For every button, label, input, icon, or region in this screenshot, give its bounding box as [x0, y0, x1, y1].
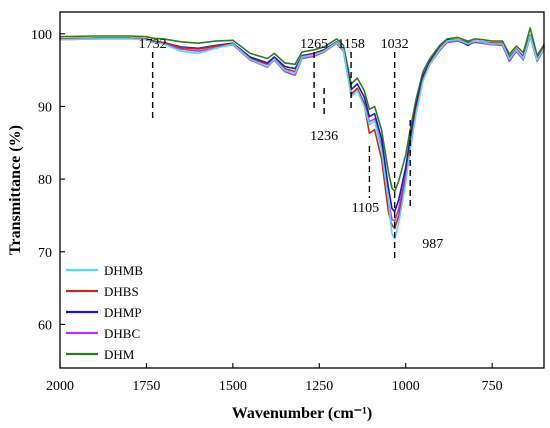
x-tick-label-2000: 2000	[46, 379, 74, 394]
y-tick-label-70: 70	[38, 246, 52, 261]
y-tick-label-60: 60	[38, 318, 52, 333]
annotation-label-1265: 1265	[300, 37, 328, 52]
x-tick-label-750: 750	[482, 379, 503, 394]
series-line-dhm	[59, 27, 545, 193]
legend-label-dhbc: DHBC	[104, 326, 140, 341]
annotation-label-1236: 1236	[310, 129, 338, 144]
plot-frame	[59, 11, 545, 369]
x-axis-ticks: 2000 1750 1500 1250 1000 750	[46, 363, 503, 394]
annotation-label-1732: 1732	[139, 37, 167, 52]
annotation-label-1158: 1158	[337, 37, 364, 52]
series-line-dhmb	[59, 35, 545, 240]
series-layer	[59, 27, 545, 240]
annotation-label-1105: 1105	[352, 201, 379, 216]
x-tick-label-1000: 1000	[392, 379, 420, 394]
y-tick-label-80: 80	[38, 173, 52, 188]
annotation-label-987: 987	[422, 237, 443, 252]
legend-label-dhbs: DHBS	[104, 284, 139, 299]
legend-label-dhmb: DHMB	[104, 263, 143, 278]
legend-label-dhmp: DHMP	[104, 305, 142, 320]
x-tick-label-1250: 1250	[305, 379, 333, 394]
series-line-dhmp	[59, 34, 545, 213]
x-tick-label-1750: 1750	[132, 379, 160, 394]
y-tick-label-90: 90	[38, 100, 52, 115]
series-line-dhbs	[59, 34, 545, 230]
legend: DHMB DHBS DHMP DHBC DHM	[66, 263, 143, 362]
y-axis-label: Transmittance (%)	[7, 125, 24, 255]
legend-label-dhm: DHM	[104, 347, 135, 362]
annotation-layer: 1732 1265 1236 1158 1105 1032 987	[139, 37, 443, 262]
x-axis-label: Wavenumber (cm⁻¹)	[232, 405, 372, 422]
series-line-dhbc	[59, 35, 545, 222]
x-tick-label-1500: 1500	[219, 379, 247, 394]
y-tick-label-100: 100	[31, 28, 52, 43]
annotation-label-1032: 1032	[381, 37, 409, 52]
y-axis-ticks: 60 70 80 90 100	[31, 28, 65, 333]
